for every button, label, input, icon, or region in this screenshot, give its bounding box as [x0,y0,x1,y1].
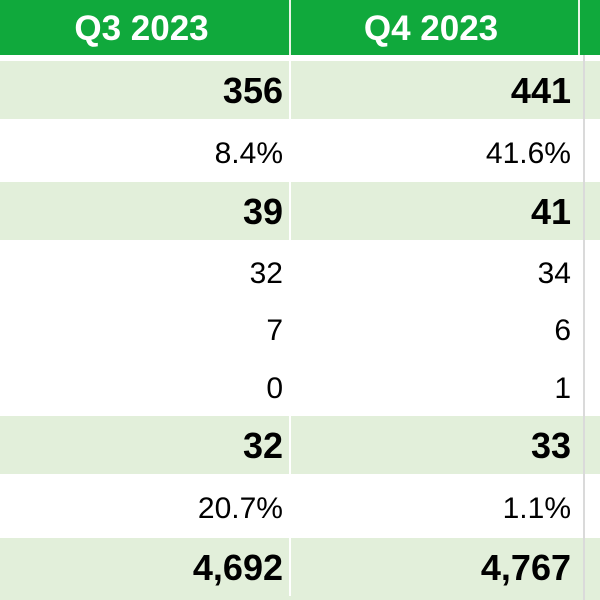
cell-q3[interactable]: 0 [266,372,283,405]
cell-q4[interactable]: 1.1% [502,492,571,525]
grid-edge-line [583,55,585,600]
cell-q4[interactable]: 6 [554,314,571,347]
column-divider [289,0,291,55]
table-header-row: Q3 2023 Q4 2023 [0,0,600,55]
cell-q3[interactable]: 20.7% [197,492,283,525]
column-divider [289,538,291,596]
table-row: 7 6 [0,301,600,359]
cell-q3[interactable]: 4,692 [192,547,283,588]
table-row: 356 441 [0,61,600,119]
cell-q3[interactable]: 32 [249,257,283,290]
cell-q3[interactable]: 39 [242,191,283,232]
column-divider [289,182,291,240]
cell-q4[interactable]: 4,767 [480,547,571,588]
column-header-q3-2023[interactable]: Q3 2023 [74,9,209,48]
table-row: 20.7% 1.1% [0,479,600,537]
cell-q4[interactable]: 441 [510,70,571,111]
table-row: 32 34 [0,244,600,302]
cell-q3[interactable]: 8.4% [214,137,283,170]
column-header-q4-2023[interactable]: Q4 2023 [363,9,499,48]
column-divider [289,61,291,119]
cell-q4[interactable]: 41 [530,191,571,232]
column-divider [289,416,291,474]
cell-q4[interactable]: 34 [537,257,571,290]
table-row: 0 1 [0,359,600,417]
cell-q4[interactable]: 1 [554,372,571,405]
cell-q3[interactable]: 32 [242,425,283,466]
table-row: 32 33 [0,416,600,474]
column-divider [578,0,580,55]
cell-q3[interactable]: 356 [222,70,283,111]
cell-q4[interactable]: 41.6% [485,137,571,170]
cell-q3[interactable]: 7 [266,314,283,347]
cell-q4[interactable]: 33 [530,425,571,466]
table-row: 39 41 [0,182,600,240]
table-row: 8.4% 41.6% [0,124,600,182]
table-row: 4,692 4,767 [0,538,600,600]
